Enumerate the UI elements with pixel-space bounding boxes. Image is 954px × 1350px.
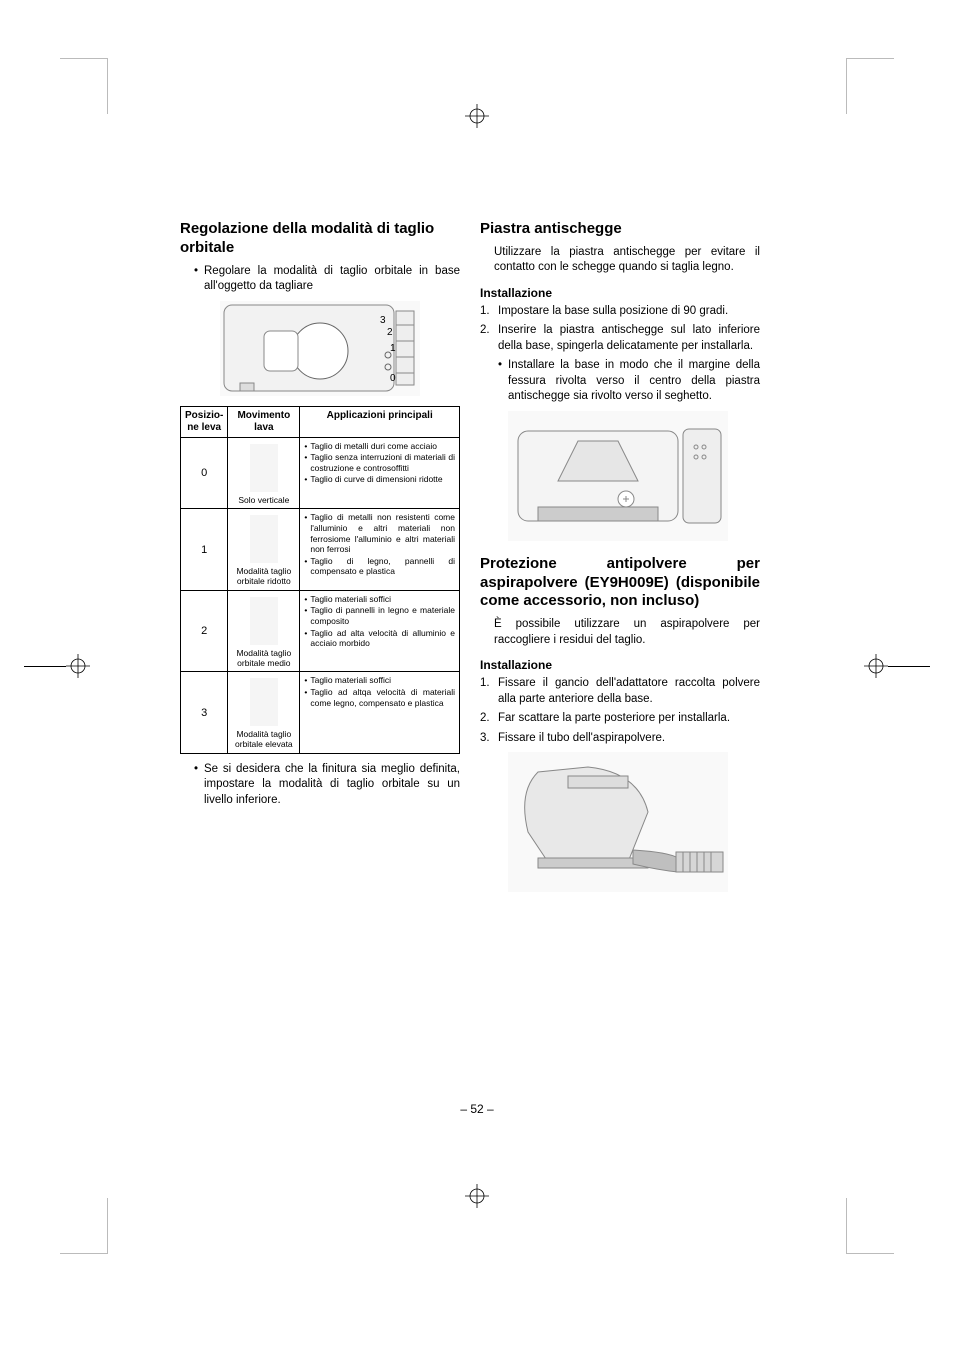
figure-dust-adapter <box>508 752 728 892</box>
cell-position: 0 <box>181 437 228 509</box>
registration-mark-top <box>465 104 489 128</box>
bullet-icon: • <box>498 358 508 405</box>
left-intro-bullet: • Regolare la modalità di taglio orbital… <box>194 264 460 295</box>
application-item: Taglio di curve di dimensioni ridotte <box>304 474 455 485</box>
application-item: Taglio di metalli duri come acciaio <box>304 441 455 452</box>
cropmark-tr <box>846 58 894 114</box>
right-column: Piastra antischegge Utilizzare la piastr… <box>480 220 760 892</box>
sec2-step-1: 1. Fissare il gancio dell'adattatore rac… <box>480 676 760 707</box>
cell-applications: Taglio materiali sofficiTaglio ad altqa … <box>300 672 460 754</box>
application-item: Taglio di pannelli in legno e materiale … <box>304 605 455 626</box>
cropmark-tl <box>60 58 108 114</box>
step-text: Impostare la base sulla posizione di 90 … <box>498 304 760 320</box>
blade-motion-icon <box>250 597 278 645</box>
registration-mark-right <box>864 654 888 678</box>
application-item: Taglio materiali soffici <box>304 594 455 605</box>
th-movement: Movimento lava <box>228 406 300 437</box>
bullet-icon: • <box>194 762 204 809</box>
application-item: Taglio senza interruzioni di materiali d… <box>304 452 455 473</box>
sec2-step-2: 2. Far scattare la parte posteriore per … <box>480 711 760 727</box>
cell-position: 1 <box>181 509 228 591</box>
th-position: Posizio- ne leva <box>181 406 228 437</box>
cell-position: 2 <box>181 590 228 672</box>
application-item: Taglio ad alta velocità di alluminio e a… <box>304 628 455 649</box>
application-item: Taglio di legno, pannelli di compensato … <box>304 556 455 577</box>
sec1-para: Utilizzare la piastra antischegge per ev… <box>494 245 760 276</box>
page-number: – 52 – <box>0 1102 954 1116</box>
left-column: Regolazione della modalità di taglio orb… <box>180 220 460 892</box>
cell-movement: Modalità taglio orbitale medio <box>228 590 300 672</box>
registration-mark-bottom <box>465 1184 489 1208</box>
step-number: 2. <box>480 323 498 354</box>
cell-applications: Taglio materiali sofficiTaglio di pannel… <box>300 590 460 672</box>
table-row: 1 Modalità taglio orbitale ridotto Taglio … <box>181 509 460 591</box>
svg-text:3: 3 <box>380 315 386 326</box>
left-footnote-text: Se si desidera che la finitura sia megli… <box>204 762 460 809</box>
application-item: Taglio di metalli non resistenti come l'… <box>304 512 455 555</box>
table-row: 3 Modalità taglio orbitale elevata Taglio … <box>181 672 460 754</box>
cropmark-bl <box>60 1198 108 1254</box>
figure-orbital-dial: 3 2 1 0 <box>220 301 420 396</box>
step-text: Fissare il gancio dell'adattatore raccol… <box>498 676 760 707</box>
bullet-icon: • <box>194 264 204 295</box>
sec2-step-3: 3. Fissare il tubo dell'aspirapolvere. <box>480 731 760 747</box>
figure-splinter-guard <box>508 411 728 541</box>
sec2-para: È possibile utilizzare un aspirapolvere … <box>494 617 760 648</box>
step-number: 1. <box>480 304 498 320</box>
blade-motion-icon <box>250 678 278 726</box>
registration-line-left <box>24 666 66 667</box>
page-content: Regolazione della modalità di taglio orb… <box>180 220 760 892</box>
orbital-mode-table: Posizio- ne leva Movimento lava Applicaz… <box>180 406 460 754</box>
step-text: Fissare il tubo dell'aspirapolvere. <box>498 731 760 747</box>
application-item: Taglio materiali soffici <box>304 675 455 686</box>
sec1-step-1: 1. Impostare la base sulla posizione di … <box>480 304 760 320</box>
svg-text:1: 1 <box>390 343 396 354</box>
step-text: Inserire la piastra antischegge sul lato… <box>498 323 760 354</box>
left-intro-text: Regolare la modalità di taglio orbitale … <box>204 264 460 295</box>
sec1-step-2: 2. Inserire la piastra antischegge sul l… <box>480 323 760 354</box>
sec2-subhead: Installazione <box>480 658 760 672</box>
left-heading: Regolazione della modalità di taglio orb… <box>180 220 460 258</box>
step-number: 1. <box>480 676 498 707</box>
cell-applications: Taglio di metalli duri come acciaioTagli… <box>300 437 460 509</box>
cell-position: 3 <box>181 672 228 754</box>
blade-motion-icon <box>250 515 278 563</box>
sec1-heading: Piastra antischegge <box>480 220 760 239</box>
th-applications: Applicazioni principali <box>300 406 460 437</box>
movement-label: Solo verticale <box>238 495 289 505</box>
sec1-subnote: • Installare la base in modo che il marg… <box>498 358 760 405</box>
left-footnote-bullet: • Se si desidera che la finitura sia meg… <box>194 762 460 809</box>
step-text: Far scattare la parte posteriore per ins… <box>498 711 760 727</box>
cropmark-br <box>846 1198 894 1254</box>
registration-mark-left <box>66 654 90 678</box>
registration-line-right <box>888 666 930 667</box>
cell-movement: Modalità taglio orbitale elevata <box>228 672 300 754</box>
movement-label: Modalità taglio orbitale medio <box>236 648 291 668</box>
table-row: 0 Solo verticale Taglio di metalli duri co… <box>181 437 460 509</box>
sec1-subhead: Installazione <box>480 286 760 300</box>
movement-label: Modalità taglio orbitale elevata <box>235 729 293 749</box>
table-row: 2 Modalità taglio orbitale medio Taglio ma… <box>181 590 460 672</box>
step-number: 2. <box>480 711 498 727</box>
application-item: Taglio ad altqa velocità di materiali co… <box>304 687 455 708</box>
cell-movement: Solo verticale <box>228 437 300 509</box>
table-header-row: Posizio- ne leva Movimento lava Applicaz… <box>181 406 460 437</box>
svg-text:2: 2 <box>387 327 393 338</box>
step-number: 3. <box>480 731 498 747</box>
sec1-subnote-text: Installare la base in modo che il margin… <box>508 358 760 405</box>
movement-label: Modalità taglio orbitale ridotto <box>236 566 291 586</box>
cell-applications: Taglio di metalli non resistenti come l'… <box>300 509 460 591</box>
sec2-heading: Protezione antipolvere per aspirapolvere… <box>480 555 760 611</box>
svg-text:0: 0 <box>390 373 396 384</box>
blade-motion-icon <box>250 444 278 492</box>
cell-movement: Modalità taglio orbitale ridotto <box>228 509 300 591</box>
